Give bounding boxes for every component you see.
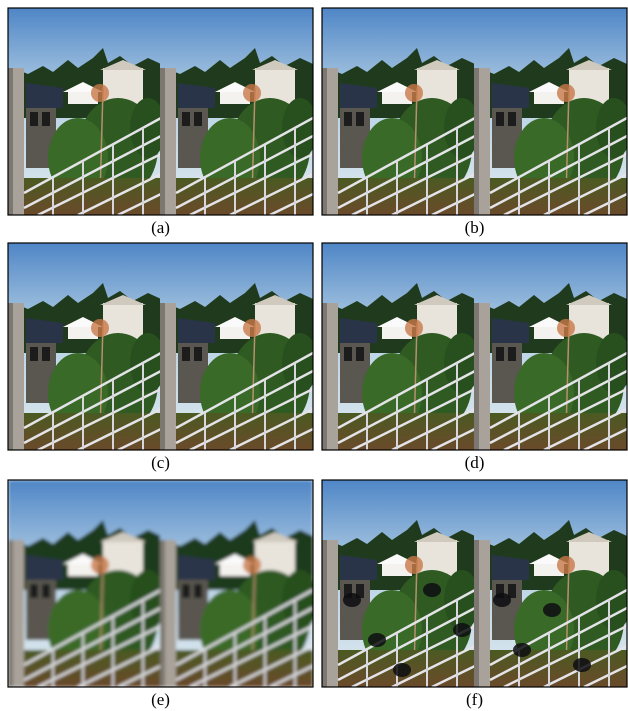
artifact [343,593,361,607]
image-left-half [8,8,166,215]
artifact [423,583,441,597]
image-right-half [474,480,628,687]
caption: (a) [151,218,170,237]
caption: (c) [151,453,170,472]
image-content [8,8,318,215]
artifact [368,633,386,647]
image-content [8,480,318,687]
image-left-half [8,480,166,687]
image-right-half [160,480,318,687]
caption: (d) [465,453,485,472]
caption: (b) [465,218,485,237]
caption: (f) [466,690,483,709]
artifact [543,603,561,617]
image-panel [322,8,628,215]
artifact [393,663,411,677]
artifact [493,593,511,607]
image-left-half [322,480,480,687]
figure: (a) (b) (c) (d) (e) (f) [0,0,628,711]
image-panel [322,480,628,687]
image-panel [322,243,628,450]
image-right-half [160,243,318,450]
artifact [573,658,591,672]
image-left-half [322,243,480,450]
image-content [322,243,628,450]
image-left-half [8,243,166,450]
image-left-half [322,8,480,215]
image-content [8,243,318,450]
artifact [513,643,531,657]
image-content [322,8,628,215]
image-panel [8,8,318,215]
image-right-half [474,243,628,450]
image-right-half [474,8,628,215]
image-panel [8,480,318,687]
caption: (e) [151,690,170,709]
image-right-half [160,8,318,215]
image-panel [8,243,318,450]
artifact [453,623,471,637]
image-content [322,480,628,687]
